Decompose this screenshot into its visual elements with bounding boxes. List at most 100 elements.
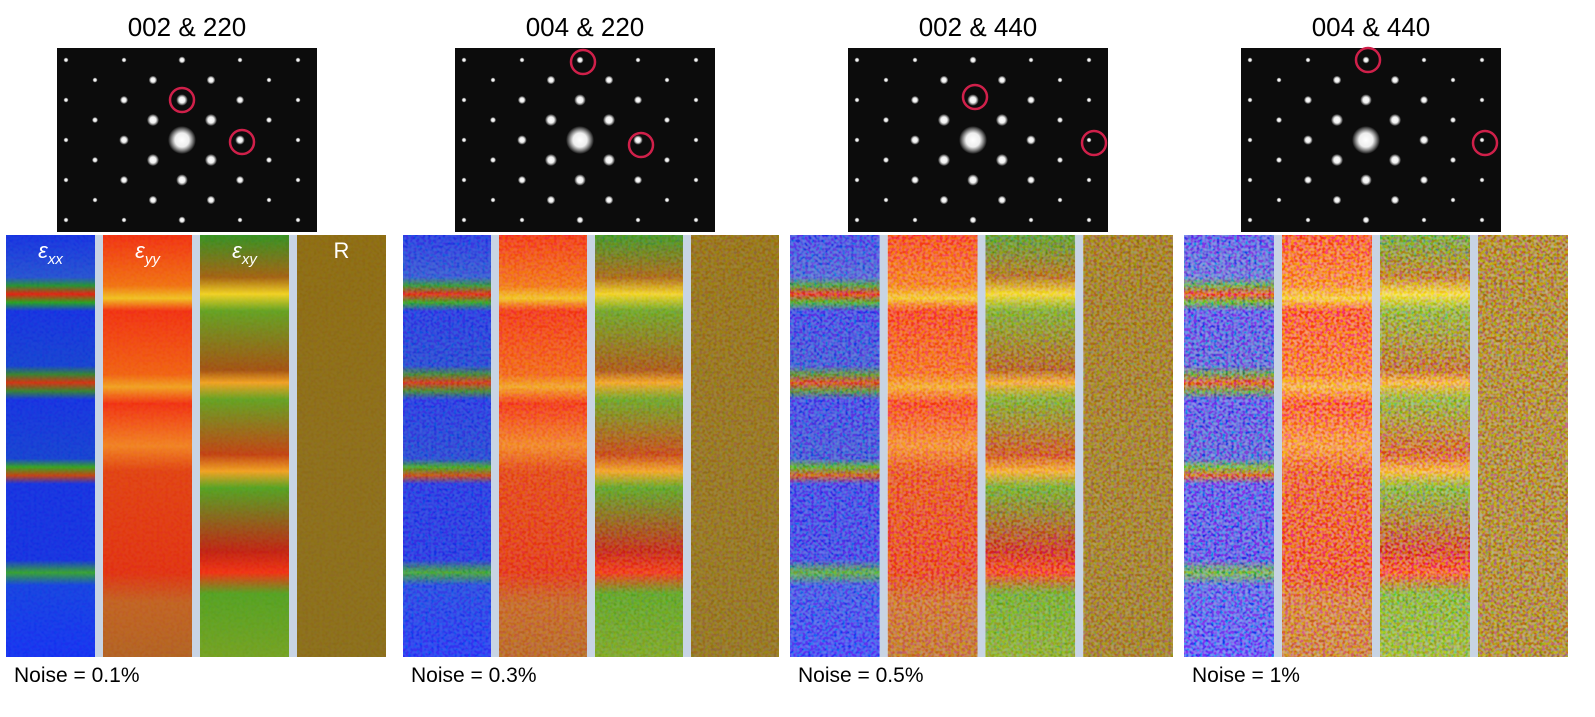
diffraction-spot — [461, 137, 467, 143]
diffraction-spot — [854, 217, 860, 223]
diffraction-spot — [295, 57, 301, 63]
diffraction-spot — [490, 77, 496, 83]
map-label: εyy — [135, 238, 161, 268]
diffraction-spot — [519, 217, 525, 223]
separator — [683, 235, 691, 657]
diffraction-spot — [1449, 116, 1457, 124]
diffraction-pattern — [57, 48, 317, 232]
diffraction-spot — [1028, 57, 1034, 63]
diffraction-spot — [146, 153, 160, 167]
diffraction-spot — [1247, 177, 1253, 183]
separator — [1470, 235, 1478, 657]
noise-label: Noise = 0.5% — [798, 664, 924, 687]
selected-reflection — [168, 86, 196, 114]
diffraction-spot — [63, 217, 69, 223]
diffraction-spot — [566, 126, 594, 154]
map-label: εxx — [38, 238, 63, 268]
diffraction-spot — [969, 216, 977, 224]
diffraction-spot — [602, 113, 616, 127]
noise-overlay — [403, 235, 491, 657]
diffraction-spot — [295, 137, 301, 143]
noise-label: Noise = 0.3% — [411, 664, 537, 687]
noise-overlay — [1478, 235, 1568, 657]
separator — [1372, 235, 1380, 657]
diffraction-spot — [1352, 126, 1380, 154]
diffraction-spot — [1419, 95, 1429, 105]
diffraction-spot — [295, 177, 301, 183]
diffraction-spot — [1247, 217, 1253, 223]
noise-overlay — [691, 235, 779, 657]
selected-reflection — [1354, 46, 1382, 74]
diffraction-spot — [1086, 97, 1092, 103]
map-label-symbol: ε — [135, 238, 145, 263]
diffraction-spot — [1303, 95, 1313, 105]
diffraction-spot — [176, 94, 188, 106]
diffraction-spot — [63, 137, 69, 143]
diffraction-spot — [461, 177, 467, 183]
diffraction-spot — [461, 57, 467, 63]
diffraction-spot — [121, 217, 127, 223]
panel: 002 & 440 Noise = 0.5% — [790, 12, 1173, 687]
diffraction-spot — [939, 75, 949, 85]
diffraction-spot — [910, 135, 920, 145]
diffraction-spot — [693, 137, 699, 143]
diffraction-spot — [1479, 137, 1485, 143]
diffraction-spot — [266, 197, 272, 203]
diffraction-spot — [489, 156, 497, 164]
diffraction-spot — [265, 116, 273, 124]
diffraction-spot — [206, 75, 216, 85]
diffraction-spot — [1086, 57, 1092, 63]
diffraction-pattern — [1241, 46, 1501, 232]
diffraction-spot — [168, 126, 196, 154]
diffraction-spot — [997, 195, 1007, 205]
diffraction-spot — [1479, 57, 1485, 63]
diffraction-spot — [663, 116, 671, 124]
noise-overlay — [200, 235, 289, 657]
map-label-subscript: xy — [241, 251, 259, 268]
noise-label: Noise = 1% — [1192, 664, 1300, 687]
diffraction-spot — [295, 217, 301, 223]
separator — [1274, 235, 1282, 657]
diffraction-spot — [266, 77, 272, 83]
diffraction-spot — [883, 77, 889, 83]
diffraction-spot — [490, 197, 496, 203]
diffraction-spot — [997, 75, 1007, 85]
diffraction-spot — [633, 175, 643, 185]
diffraction-spot — [693, 217, 699, 223]
diffraction-spot — [995, 113, 1009, 127]
diffraction-spot — [204, 153, 218, 167]
diffraction-spot — [969, 56, 977, 64]
diffraction-spot — [146, 113, 160, 127]
diffraction-spot — [1388, 113, 1402, 127]
diffraction-spot — [1330, 113, 1344, 127]
diffraction-spot — [1086, 217, 1092, 223]
diffraction-pattern — [848, 48, 1108, 232]
selected-reflection — [627, 131, 655, 159]
diffraction-spot — [939, 195, 949, 205]
diffraction-spot — [178, 216, 186, 224]
separator — [289, 235, 297, 657]
diffraction-spot — [1086, 137, 1092, 143]
diffraction-spot — [633, 135, 643, 145]
diffraction-spot — [119, 175, 129, 185]
diffraction-spot — [882, 116, 890, 124]
diffraction-spot — [1419, 135, 1429, 145]
selected-reflection — [1471, 129, 1499, 157]
selected-reflection — [961, 83, 989, 111]
diffraction-spot — [1390, 195, 1400, 205]
diffraction-spot — [604, 195, 614, 205]
diffraction-spot — [937, 153, 951, 167]
diffraction-spot — [1421, 57, 1427, 63]
diffraction-spot — [235, 135, 245, 145]
diffraction-spot — [1479, 217, 1485, 223]
diffraction-spot — [204, 113, 218, 127]
diffraction-spot — [1450, 197, 1456, 203]
separator — [879, 235, 888, 657]
diffraction-spot — [912, 57, 918, 63]
diffraction-spot — [1449, 156, 1457, 164]
diffraction-spot — [544, 113, 558, 127]
diffraction-spot — [517, 95, 527, 105]
map-label-subscript: xx — [47, 251, 64, 268]
